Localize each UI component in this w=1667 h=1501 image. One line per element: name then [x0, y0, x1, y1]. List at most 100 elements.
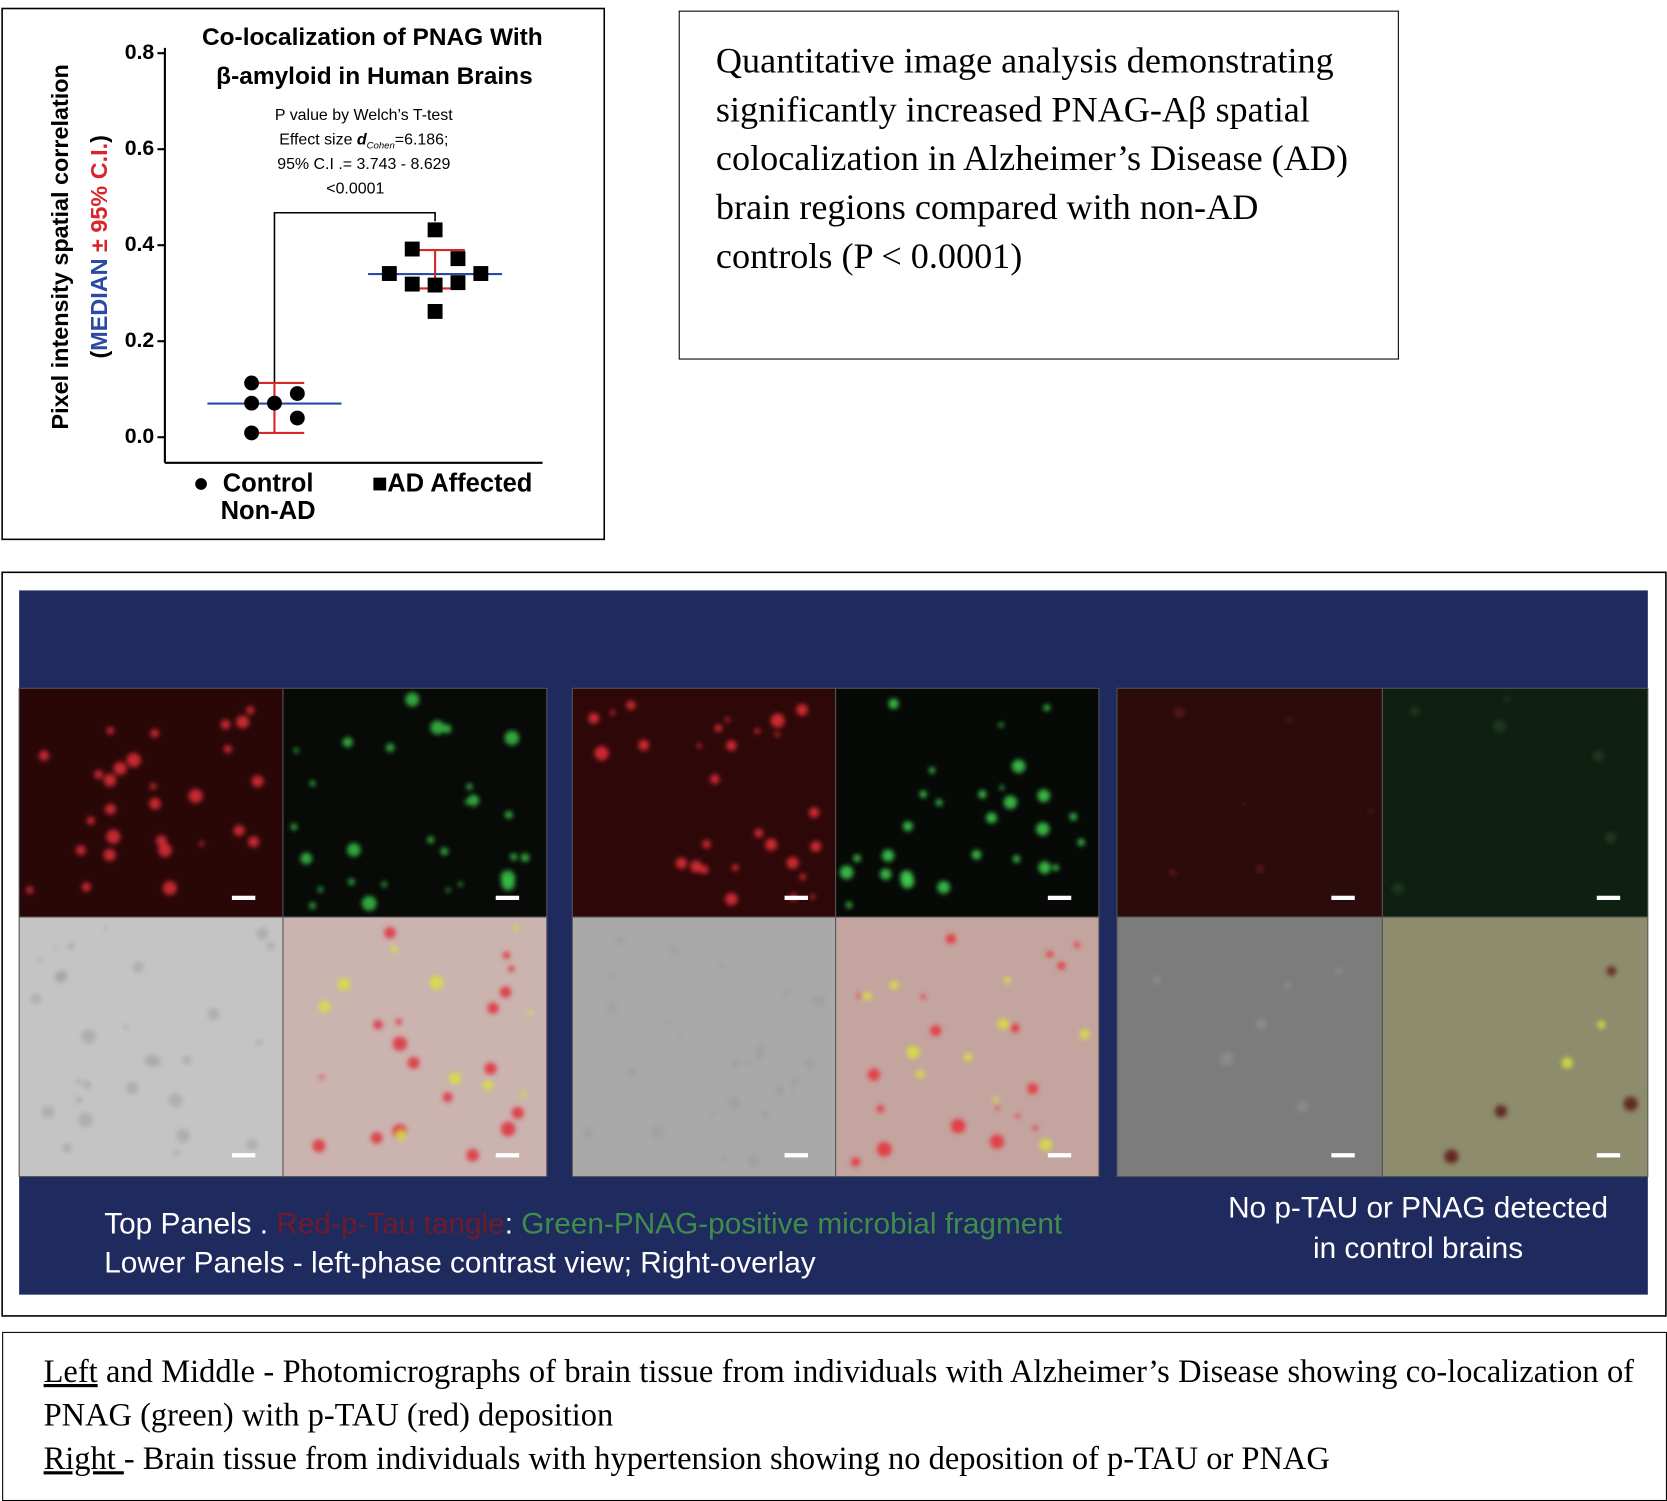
caption-paragraph: Left and Middle - Photomicrographs of br…: [44, 1350, 1634, 1437]
spot: [609, 710, 616, 716]
spot: [989, 1134, 1005, 1149]
spot: [103, 773, 117, 787]
spot: [395, 1018, 403, 1025]
spot: [317, 886, 324, 893]
spot: [126, 1081, 139, 1095]
spot: [1027, 1083, 1039, 1095]
y-tick-label: 0.2: [125, 328, 155, 352]
spot: [626, 1067, 637, 1078]
spot: [36, 957, 42, 963]
micrograph-spots: [1168, 707, 1374, 877]
spot: [978, 790, 987, 799]
spot: [150, 728, 159, 738]
control-note: No p-TAU or PNAG detected: [1228, 1191, 1608, 1224]
spot: [594, 746, 609, 761]
spot: [482, 1080, 494, 1091]
spot: [863, 991, 872, 1001]
spot: [709, 1109, 716, 1116]
spot: [1015, 1113, 1020, 1119]
spot: [744, 1059, 751, 1067]
spot: [1012, 855, 1021, 863]
scale-bar: [1331, 895, 1355, 900]
spot: [935, 799, 943, 807]
spot: [902, 821, 913, 832]
spot: [508, 965, 515, 973]
spot: [502, 951, 511, 960]
spot: [1173, 707, 1185, 719]
spot: [588, 712, 600, 724]
spot: [710, 774, 720, 784]
spot: [445, 887, 451, 893]
spot: [1043, 704, 1051, 712]
micrograph: [571, 687, 837, 918]
spot: [150, 783, 157, 790]
y-label-part: MEDIAN: [86, 258, 112, 350]
spot: [1255, 864, 1265, 874]
spot: [290, 823, 298, 831]
data-point: [427, 277, 443, 293]
micrograph: [1381, 916, 1649, 1178]
spot: [915, 1069, 925, 1079]
spot: [342, 737, 353, 748]
caption: Left and Middle - Photomicrographs of br…: [2, 1331, 1667, 1501]
spot: [527, 1010, 533, 1016]
spot: [876, 1105, 885, 1113]
spot: [429, 975, 444, 990]
spot: [920, 994, 926, 1000]
micrograph-spots: [1444, 966, 1638, 1164]
chart-frame: [1, 7, 606, 541]
scale-bar: [231, 895, 256, 900]
micrographs: [18, 687, 1649, 1178]
spot: [726, 740, 737, 751]
spot: [821, 933, 827, 940]
y-axis-label: Pixel intensity spatial correlation: [47, 64, 73, 429]
category-label-box: Control Non-AD: [221, 470, 316, 525]
spot: [799, 873, 806, 881]
spot: [105, 803, 116, 815]
spot: [256, 1039, 263, 1046]
spot: [103, 848, 116, 862]
description: Quantitative image analysis demonstratin…: [678, 10, 1399, 360]
spot: [266, 941, 276, 950]
spot: [1392, 882, 1405, 895]
spot: [75, 845, 86, 856]
data-point: [427, 304, 443, 319]
spot: [395, 1130, 407, 1141]
micrograph-spots: [850, 933, 1090, 1167]
spot: [370, 1132, 383, 1144]
micrograph: [571, 916, 837, 1178]
spot: [1334, 966, 1342, 975]
spot: [748, 1087, 753, 1093]
spot: [725, 892, 738, 906]
spot: [520, 853, 530, 862]
spot: [1296, 1100, 1309, 1113]
spot: [626, 700, 636, 710]
spot: [999, 785, 1005, 790]
spot: [181, 1055, 192, 1065]
spot: [1039, 1138, 1053, 1151]
spot: [615, 935, 626, 945]
spot: [638, 739, 650, 751]
spot: [1255, 1018, 1267, 1030]
annotation-text: P value by Welch’s T-test: [275, 107, 453, 124]
spot: [1032, 1125, 1038, 1131]
spot: [511, 1106, 524, 1120]
annotation-part: Effect size: [279, 132, 357, 149]
spot: [430, 720, 445, 735]
spot: [220, 719, 231, 730]
micrograph: [1116, 916, 1383, 1178]
legend-part: Top Panels .: [104, 1207, 276, 1240]
spot: [808, 807, 820, 818]
spot: [1152, 976, 1161, 985]
spot: [760, 1109, 771, 1120]
spot: [971, 849, 982, 860]
annotation-part: d: [357, 132, 367, 149]
spot: [78, 1112, 93, 1128]
spot: [1038, 861, 1051, 874]
spot: [1010, 1023, 1020, 1033]
spot: [1367, 808, 1374, 815]
scale-bar: [231, 1153, 256, 1158]
spot: [992, 1096, 999, 1103]
data-point: [427, 222, 443, 238]
